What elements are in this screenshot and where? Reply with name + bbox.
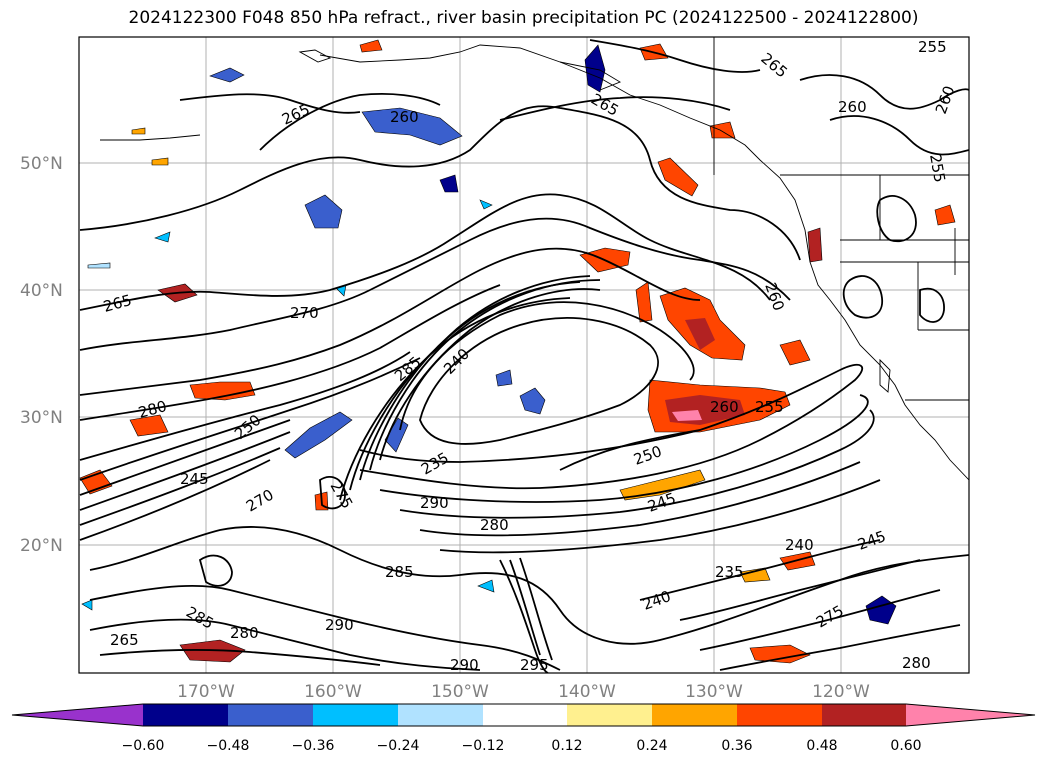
colorbar-tick-label: 0.12 — [551, 738, 582, 754]
colorbar-tick-label: 0.24 — [636, 738, 667, 754]
lon-tick-label: 130°W — [685, 682, 743, 702]
contour-label: 260 — [710, 398, 739, 416]
contour-label: 255 — [918, 38, 947, 56]
contour-label: 240 — [785, 536, 814, 554]
colorbar-tick-label: 0.60 — [890, 738, 921, 754]
contour-label: 245 — [180, 470, 209, 488]
contour-label: 260 — [390, 108, 419, 126]
lon-tick-label: 150°W — [431, 682, 489, 702]
colorbar-tick-label: −0.24 — [377, 738, 420, 754]
colorbar-segment — [143, 704, 228, 726]
contour-label: 255 — [755, 398, 784, 416]
contour-label: 280 — [230, 624, 259, 642]
lon-tick-label: 120°W — [812, 682, 870, 702]
map-frame — [78, 36, 970, 674]
colorbar-segment — [483, 704, 567, 726]
colorbar-segment — [652, 704, 737, 726]
colorbar-segment — [737, 704, 822, 726]
lat-tick-label: 40°N — [20, 281, 63, 301]
colorbar-segment — [228, 704, 313, 726]
colorbar-tick-label: 0.36 — [721, 738, 752, 754]
map-area[interactable] — [79, 37, 969, 673]
colorbar-segment — [398, 704, 483, 726]
colorbar-segment — [313, 704, 398, 726]
contour-label: 290 — [420, 494, 449, 512]
contour-label: 295 — [520, 656, 549, 674]
lat-tick-label: 20°N — [20, 536, 63, 556]
colorbar-tick-label: −0.60 — [122, 738, 165, 754]
contour-label: 285 — [385, 563, 414, 581]
colorbar-tick-label: −0.36 — [292, 738, 335, 754]
coastlines — [100, 44, 969, 481]
lon-tick-labels: 170°W 160°W 150°W 140°W 130°W 120°W — [177, 682, 870, 702]
contour-label: 280 — [902, 654, 931, 672]
contour-label: 260 — [838, 98, 867, 116]
contour-label: 290 — [325, 616, 354, 634]
colorbar-segment — [822, 704, 906, 726]
contour-label: 255 — [926, 153, 949, 184]
colorbar: −0.60 −0.48 −0.36 −0.24 −0.12 0.12 0.24 … — [11, 703, 1036, 754]
contour-label: 270 — [290, 304, 319, 322]
contour-label: 265 — [110, 631, 139, 649]
lon-tick-label: 140°W — [558, 682, 616, 702]
lon-tick-label: 170°W — [177, 682, 235, 702]
colorbar-ticks: −0.60 −0.48 −0.36 −0.24 −0.12 0.12 0.24 … — [122, 738, 922, 754]
lat-tick-label: 50°N — [20, 154, 63, 174]
lon-tick-label: 160°W — [304, 682, 362, 702]
refractivity-contours — [79, 39, 969, 673]
contour-label: 235 — [715, 563, 744, 581]
colorbar-tick-label: 0.48 — [806, 738, 837, 754]
colorbar-tick-label: −0.48 — [207, 738, 250, 754]
contour-label: 290 — [450, 656, 479, 674]
precip-patches — [79, 39, 956, 664]
lat-tick-label: 30°N — [20, 408, 63, 428]
contour-label: 280 — [480, 516, 509, 534]
borders — [713, 37, 969, 401]
lat-tick-labels: 50°N 40°N 30°N 20°N — [20, 154, 63, 556]
chart-title: 2024122300 F048 850 hPa refract., river … — [128, 8, 919, 28]
colorbar-segment — [567, 704, 652, 726]
colorbar-tick-label: −0.12 — [462, 738, 505, 754]
colorbar-extend-high — [906, 704, 1035, 726]
colorbar-extend-low — [12, 704, 143, 726]
